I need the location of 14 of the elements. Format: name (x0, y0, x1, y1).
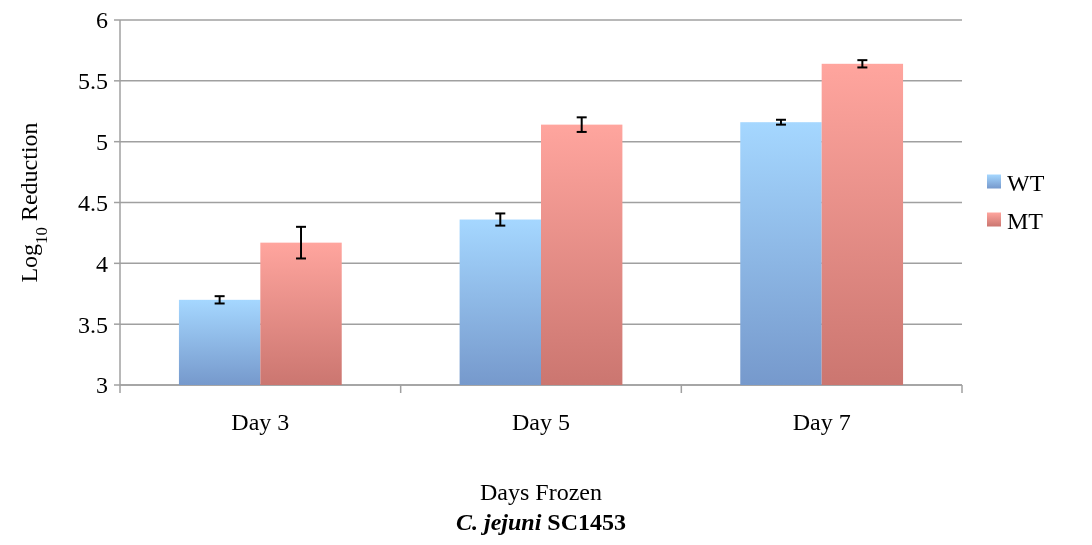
y-tick-label: 6 (96, 7, 108, 34)
y-tick-label: 3 (96, 372, 108, 399)
y-tick-label: 5.5 (78, 68, 108, 95)
y-tick-label: 4 (96, 250, 108, 277)
y-tick-label: 3.5 (78, 311, 108, 338)
x-tick-label: Day 5 (512, 409, 570, 435)
legend-label: WT (1007, 169, 1045, 196)
legend-label: MT (1007, 207, 1044, 234)
y-tick-label: 4.5 (78, 189, 108, 216)
y-tick-label: 5 (96, 129, 108, 156)
x-axis-title: Days Frozen (480, 479, 602, 505)
x-tick-label: Day 3 (231, 409, 290, 435)
x-tick-label: Day 7 (792, 409, 851, 435)
text: C. jejuni SC1453 (455, 509, 627, 535)
